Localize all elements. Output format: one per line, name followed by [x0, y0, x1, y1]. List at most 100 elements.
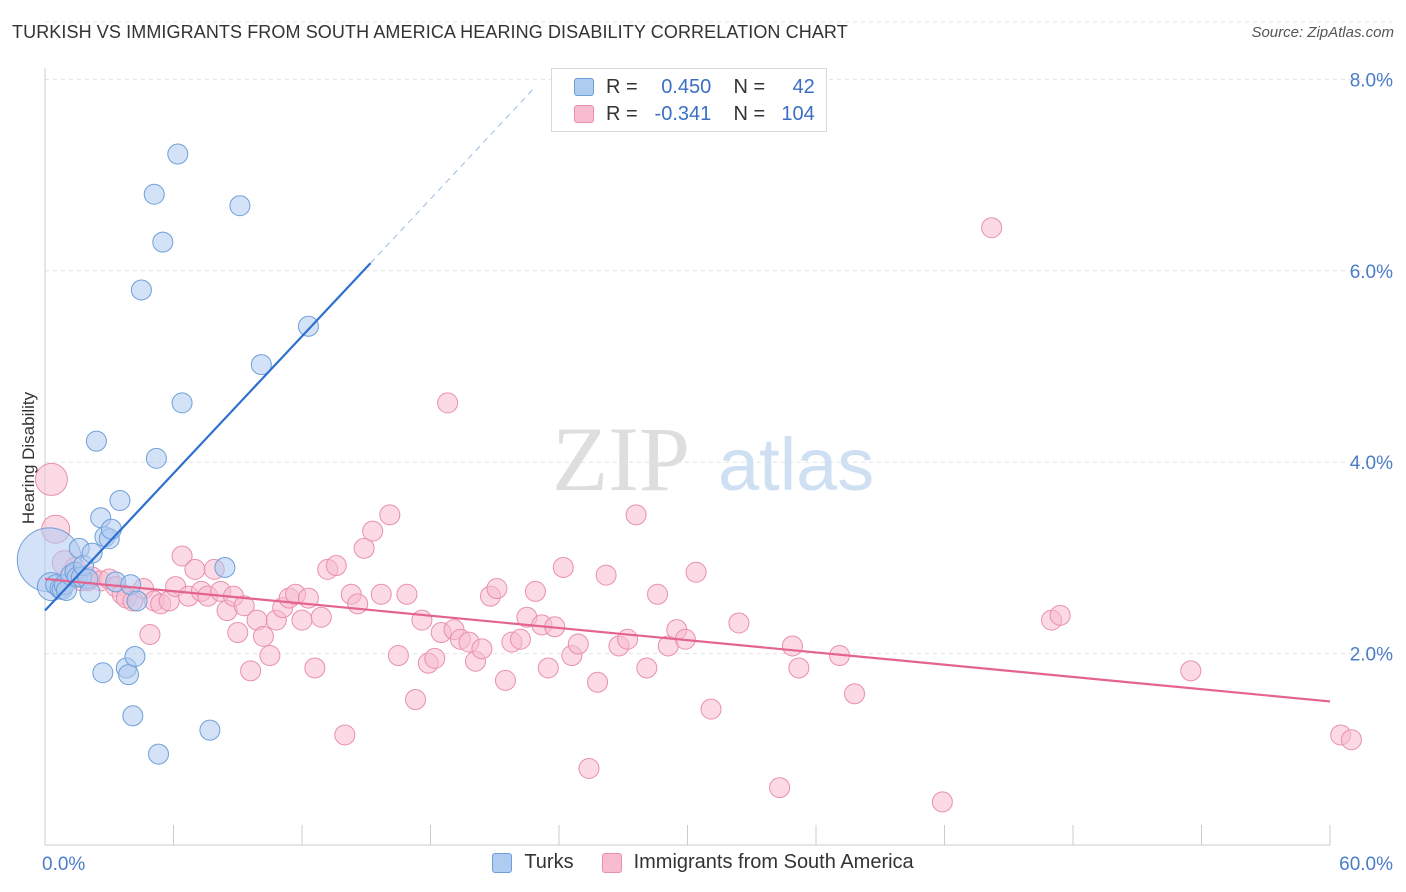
legend-row-turks: R = 0.450 N = 42: [574, 75, 815, 99]
immigrants-point: [347, 593, 369, 615]
immigrants-points: [34, 217, 1362, 813]
source-label: Source: ZipAtlas.com: [1251, 24, 1394, 41]
turks-point: [118, 664, 140, 686]
immigrants-point: [595, 564, 617, 586]
turks-points: [16, 143, 319, 765]
immigrants-point: [252, 625, 274, 647]
turks-legend-swatch: [492, 852, 513, 873]
turks-point: [126, 590, 148, 612]
immigrants-point: [379, 504, 401, 526]
immigrants-point: [524, 580, 546, 602]
immigrants-point: [537, 657, 559, 679]
immigrants-point: [781, 635, 803, 657]
immigrants-point: [700, 698, 722, 720]
immigrants-point: [981, 217, 1003, 239]
immigrants-point: [587, 671, 609, 693]
legend-n-value: 104: [781, 102, 815, 125]
legend-r-label: R =: [606, 102, 638, 125]
turks-point: [122, 705, 144, 727]
immigrants-point: [396, 583, 418, 605]
y-tick-label: 6.0%: [1350, 262, 1393, 283]
turks-point: [85, 430, 107, 452]
turks-trend-extension: [370, 88, 534, 264]
immigrants-point: [567, 633, 589, 655]
immigrants-point: [578, 757, 600, 779]
immigrants-point: [227, 622, 249, 644]
correlation-legend: R = 0.450 N = 42 R = -0.341 N = 104: [551, 68, 827, 132]
immigrants-point: [291, 609, 313, 631]
legend-row-immigrants: R = -0.341 N = 104: [574, 102, 815, 126]
immigrants-point: [437, 392, 459, 414]
immigrants-point: [334, 724, 356, 746]
immigrants-point: [1340, 729, 1362, 751]
x-tick-min: 0.0%: [42, 854, 85, 875]
turks-point: [148, 743, 170, 765]
immigrants-point: [494, 669, 516, 691]
immigrants-point: [509, 628, 531, 650]
y-axis-label: Hearing Disability: [19, 391, 38, 524]
turks-point: [143, 183, 165, 205]
immigrants-point: [1180, 660, 1202, 682]
turks-point: [109, 489, 131, 511]
immigrants-point: [139, 623, 161, 645]
turks-point: [250, 354, 272, 376]
turks-point: [145, 447, 167, 469]
immigrants-point: [184, 558, 206, 580]
turks-point: [81, 542, 103, 564]
turks-point: [297, 315, 319, 337]
immigrants-point: [685, 561, 707, 583]
y-tick-labels: 2.0% 4.0% 6.0% 8.0%: [1350, 70, 1393, 665]
immigrants-swatch: [574, 105, 594, 123]
immigrants-point: [728, 612, 750, 634]
turks-point: [152, 231, 174, 253]
x-tick-max: 60.0%: [1339, 854, 1393, 875]
legend-item-immigrants: Immigrants from South America: [601, 851, 914, 874]
legend-r-value: -0.341: [654, 102, 712, 125]
chart-title: TURKISH VS IMMIGRANTS FROM SOUTH AMERICA…: [12, 22, 848, 42]
immigrants-point: [240, 660, 262, 682]
immigrants-point: [844, 683, 866, 705]
turks-point: [130, 279, 152, 301]
immigrants-point: [636, 657, 658, 679]
immigrants-point: [931, 791, 953, 813]
immigrants-point: [233, 595, 255, 617]
immigrants-point: [647, 583, 669, 605]
y-tick-label: 4.0%: [1350, 453, 1393, 474]
turks-point: [100, 518, 122, 540]
immigrants-point: [304, 657, 326, 679]
immigrants-point: [34, 462, 68, 496]
turks-point: [79, 581, 101, 603]
immigrants-legend-swatch: [601, 852, 622, 873]
immigrants-point: [259, 645, 281, 667]
legend-item-turks: Turks: [492, 851, 574, 874]
turks-point: [124, 645, 146, 667]
immigrants-point: [353, 537, 375, 559]
immigrants-point: [471, 638, 493, 660]
turks-point: [92, 662, 114, 684]
y-tick-label: 2.0%: [1350, 645, 1393, 666]
immigrants-point: [625, 504, 647, 526]
turks-point: [171, 392, 193, 414]
trend-lines: [44, 88, 1331, 703]
legend-r-label: R =: [606, 75, 638, 98]
watermark-atlas: atlas: [718, 423, 874, 506]
immigrants-point: [617, 628, 639, 650]
immigrants-point: [486, 578, 508, 600]
legend-r-value: 0.450: [661, 75, 712, 98]
axes: [44, 68, 1331, 846]
legend-label-immigrants: Immigrants from South America: [633, 851, 914, 873]
turks-point: [229, 195, 251, 217]
immigrants-point: [370, 583, 392, 605]
legend-n-label: N =: [733, 102, 766, 125]
turks-point: [214, 556, 236, 578]
immigrants-point: [424, 647, 446, 669]
immigrants-point: [362, 520, 384, 542]
immigrants-point: [325, 555, 347, 577]
grid-lines: [45, 21, 1392, 655]
immigrants-point: [788, 657, 810, 679]
turks-trend-line: [44, 262, 372, 612]
immigrants-point: [405, 689, 427, 711]
legend-n-label: N =: [733, 75, 766, 98]
immigrants-point: [552, 556, 574, 578]
